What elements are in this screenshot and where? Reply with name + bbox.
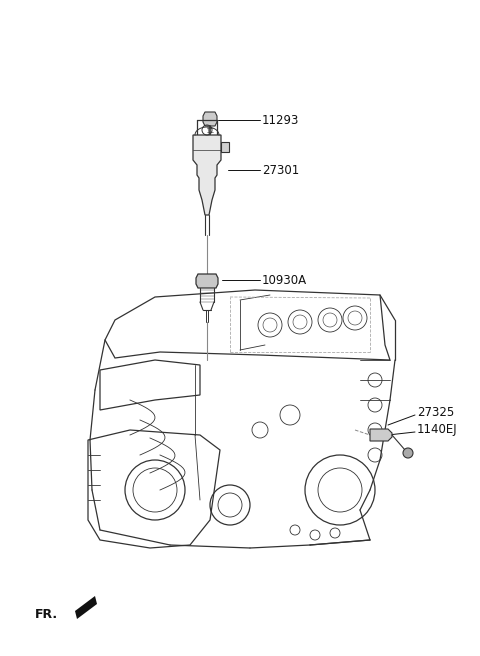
- Text: 10930A: 10930A: [262, 274, 307, 287]
- Text: 27325: 27325: [417, 407, 454, 419]
- Polygon shape: [193, 135, 221, 215]
- Text: 1140EJ: 1140EJ: [417, 424, 457, 436]
- Polygon shape: [370, 429, 392, 441]
- Polygon shape: [203, 112, 217, 126]
- Polygon shape: [196, 274, 218, 288]
- Text: 27301: 27301: [262, 163, 299, 176]
- Polygon shape: [75, 596, 97, 619]
- Circle shape: [403, 448, 413, 458]
- Text: FR.: FR.: [35, 609, 58, 621]
- Polygon shape: [221, 142, 229, 152]
- Text: 11293: 11293: [262, 113, 300, 127]
